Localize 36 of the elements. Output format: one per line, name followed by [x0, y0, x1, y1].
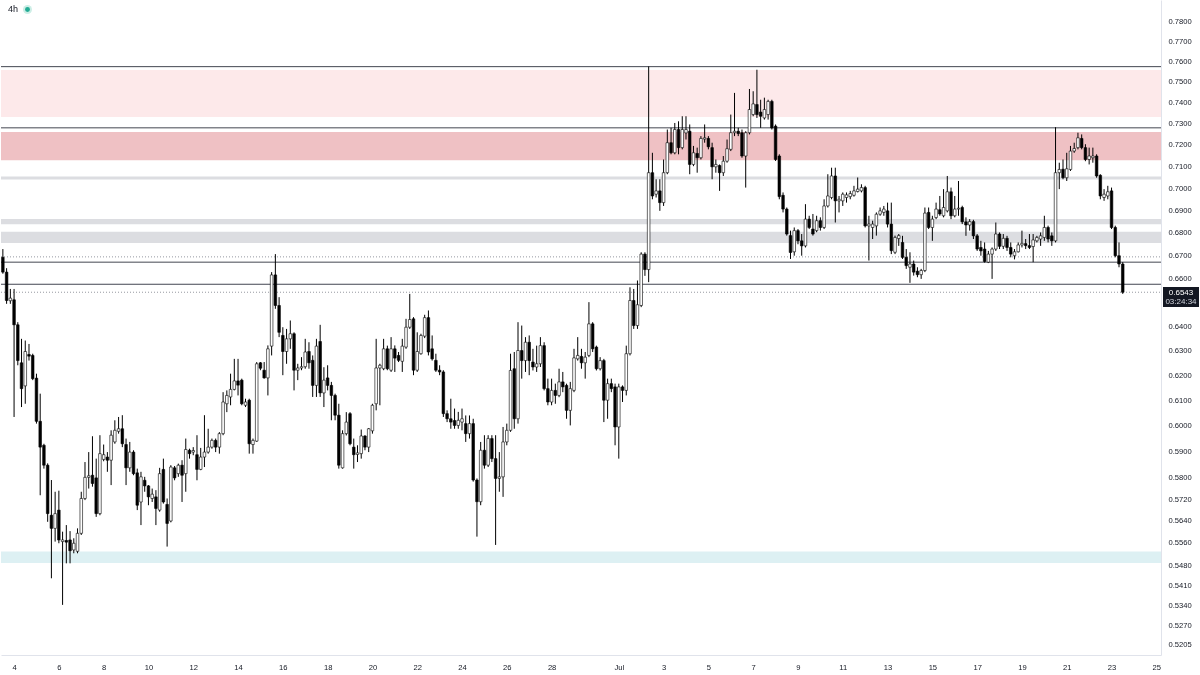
candlestick	[128, 441, 132, 473]
price-tag: 0.6543 03:24:34	[1163, 286, 1199, 307]
candlestick	[393, 344, 397, 373]
candlestick	[792, 226, 796, 257]
candlestick	[811, 213, 815, 237]
candlestick	[717, 163, 722, 192]
candlestick	[1020, 230, 1024, 248]
candlestick	[494, 434, 498, 546]
candlestick	[874, 211, 878, 237]
candlestick	[523, 336, 528, 373]
candlestick	[202, 414, 207, 468]
candlestick	[553, 383, 557, 405]
candlestick	[1087, 147, 1091, 165]
candlestick	[908, 251, 912, 284]
candlestick	[676, 120, 681, 155]
candlestick	[527, 334, 531, 376]
candlestick	[228, 373, 233, 406]
candlestick	[550, 378, 554, 406]
candlestick	[680, 115, 684, 150]
candlestick	[389, 336, 393, 373]
candlestick	[852, 185, 856, 198]
candlestick	[1042, 215, 1046, 242]
chart-title: 4h	[8, 4, 19, 15]
candlestick	[1031, 233, 1035, 263]
candlestick	[938, 195, 942, 217]
candlestick	[385, 345, 389, 371]
candlestick	[195, 434, 199, 481]
candlestick	[449, 398, 453, 430]
candlestick	[949, 187, 953, 220]
candlestick	[740, 129, 744, 159]
candlestick	[673, 122, 677, 155]
candlestick	[945, 175, 949, 213]
candlestick	[941, 188, 946, 218]
candlestick	[359, 429, 363, 460]
ref-line-label: 0.6543	[1167, 287, 1195, 297]
candlestick	[579, 348, 584, 370]
